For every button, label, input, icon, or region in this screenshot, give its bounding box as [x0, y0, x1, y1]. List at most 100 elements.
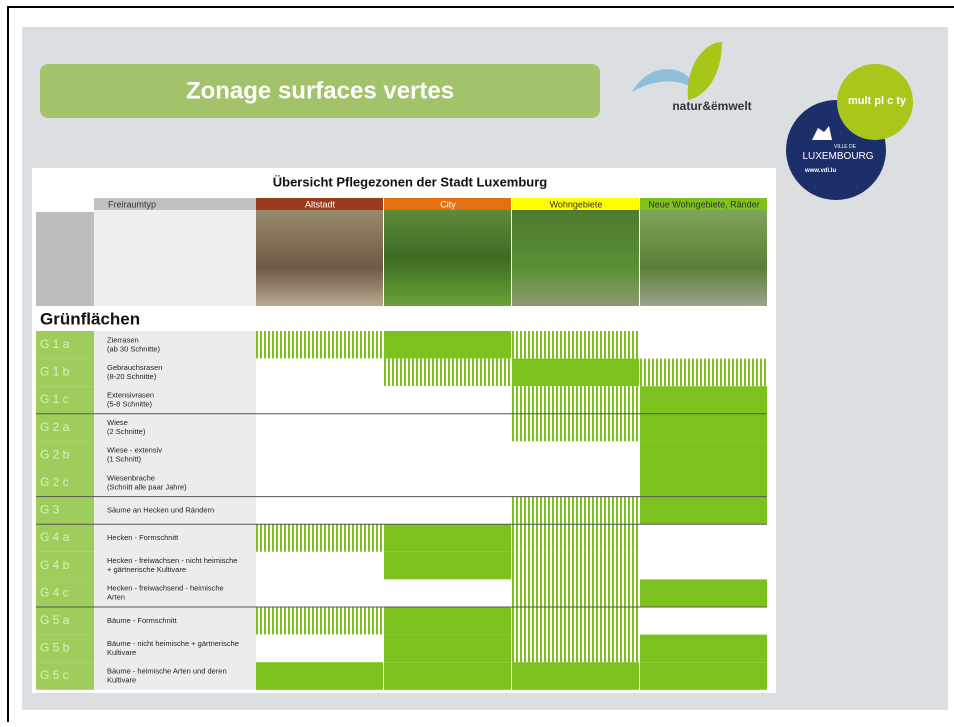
row-label: Hecken - freiwachsen - nicht heimische: [107, 556, 237, 565]
column-photo: [640, 210, 767, 306]
row-label: Arten: [107, 593, 125, 602]
frame: [7, 6, 954, 722]
care-cell-striped: [512, 551, 639, 580]
row-label: Hecken - freiwachsend - heimische: [107, 584, 224, 593]
row-code: G 1 c: [40, 392, 69, 406]
logo-city-url: www.vdl.lu: [804, 168, 836, 174]
row-label: Wiese - extensiv: [107, 446, 162, 455]
row-code: G 4 a: [40, 530, 70, 544]
care-cell-striped: [256, 607, 383, 635]
care-cell-full: [384, 524, 511, 552]
care-cell-striped: [256, 331, 383, 359]
code-cell: [36, 551, 94, 580]
row-label: Wiese: [107, 418, 128, 427]
care-cell-striped: [512, 331, 639, 359]
row-label: Säume an Hecken und Rändern: [107, 505, 214, 514]
label-cell: [94, 469, 256, 497]
care-cell-none: [640, 607, 767, 635]
care-cell-none: [384, 579, 511, 607]
label-cell: [94, 413, 256, 442]
care-cell-striped: [256, 524, 383, 552]
column-header-bg: [384, 198, 511, 210]
care-cell-none: [384, 413, 511, 442]
row-label: (Schnitt alle paar Jahre): [107, 482, 187, 491]
label-cell: [94, 358, 256, 387]
row-label: (2 Schnitte): [107, 427, 146, 436]
column-header: Neue Wohngebiete, Ränder: [648, 199, 759, 209]
care-cell-none: [512, 441, 639, 469]
care-cell-striped: [512, 413, 639, 442]
care-cell-striped: [512, 579, 639, 607]
care-cell-full: [384, 331, 511, 359]
logo-leaf-blue: [632, 69, 700, 95]
care-cell-none: [640, 551, 767, 580]
row-label: Bäume - Formschnitt: [107, 616, 178, 625]
care-cell-full: [640, 662, 767, 690]
care-cell-striped: [384, 358, 511, 387]
care-cell-full: [384, 662, 511, 690]
logo-multiplicity-text: mult pl c ty: [848, 95, 907, 107]
row-label: (8-20 Schnitte): [107, 372, 157, 381]
row-label: Extensivrasen: [107, 390, 154, 399]
row-code: G 5 a: [40, 613, 70, 627]
care-cell-none: [384, 496, 511, 525]
label-cell: [94, 441, 256, 469]
code-cell: [36, 579, 94, 607]
row-label: Gebrauchsrasen: [107, 363, 162, 372]
column-header: City: [440, 199, 456, 209]
care-cell-full: [512, 662, 639, 690]
care-cell-striped: [512, 524, 639, 552]
row-label: + gärtnerische Kultivare: [107, 565, 186, 574]
care-cell-full: [640, 413, 767, 442]
care-cell-none: [256, 579, 383, 607]
row-code: G 2 b: [40, 447, 70, 461]
care-cell-none: [512, 469, 639, 497]
care-cell-striped: [512, 496, 639, 525]
label-cell: [94, 524, 256, 552]
care-cell-full: [640, 496, 767, 525]
care-cell-full: [640, 469, 767, 497]
care-cell-full: [384, 634, 511, 663]
care-cell-full: [512, 358, 639, 387]
column-photo: [256, 210, 383, 306]
row-code: G 1 a: [40, 337, 70, 351]
code-cell: [36, 331, 94, 359]
code-cell: [36, 441, 94, 469]
care-cell-full: [640, 386, 767, 414]
care-cell-full: [256, 662, 383, 690]
care-cell-none: [384, 386, 511, 414]
label-cell: [94, 496, 256, 525]
code-cell: [36, 386, 94, 414]
label-cell: [94, 331, 256, 359]
column-header-bg: [512, 198, 639, 210]
care-cell-none: [384, 441, 511, 469]
type-header-block: [94, 210, 256, 306]
row-code: G 2 c: [40, 475, 69, 489]
row-code: G 1 b: [40, 365, 70, 379]
care-cell-full: [640, 441, 767, 469]
row-label: (1 Schnitt): [107, 455, 142, 464]
care-cell-none: [256, 496, 383, 525]
care-cell-none: [256, 413, 383, 442]
logo-natur-text: natur&ëmwelt: [672, 99, 751, 113]
row-code: G 3: [40, 503, 60, 517]
slide-title: Zonage surfaces vertes: [186, 77, 454, 104]
code-cell: [36, 413, 94, 442]
table-title: Übersicht Pflegezonen der Stadt Luxembur…: [273, 174, 548, 189]
column-photo: [512, 210, 639, 306]
row-code: G 5 b: [40, 641, 70, 655]
row-code: G 4 c: [40, 585, 69, 599]
care-cell-none: [256, 441, 383, 469]
care-cell-striped: [512, 386, 639, 414]
row-code: G 5 c: [40, 668, 69, 682]
label-cell: [94, 607, 256, 635]
logo-city-line2: LUXEMBOURG: [802, 151, 873, 162]
care-cell-striped: [512, 607, 639, 635]
code-header-block: [36, 212, 94, 306]
care-cell-none: [256, 469, 383, 497]
row-label: Kultivare: [107, 675, 136, 684]
row-label: Bäume - nicht heimische + gärtnerische: [107, 639, 239, 648]
column-header-bg: [640, 198, 767, 210]
type-header: Freiraumtyp: [108, 199, 156, 209]
